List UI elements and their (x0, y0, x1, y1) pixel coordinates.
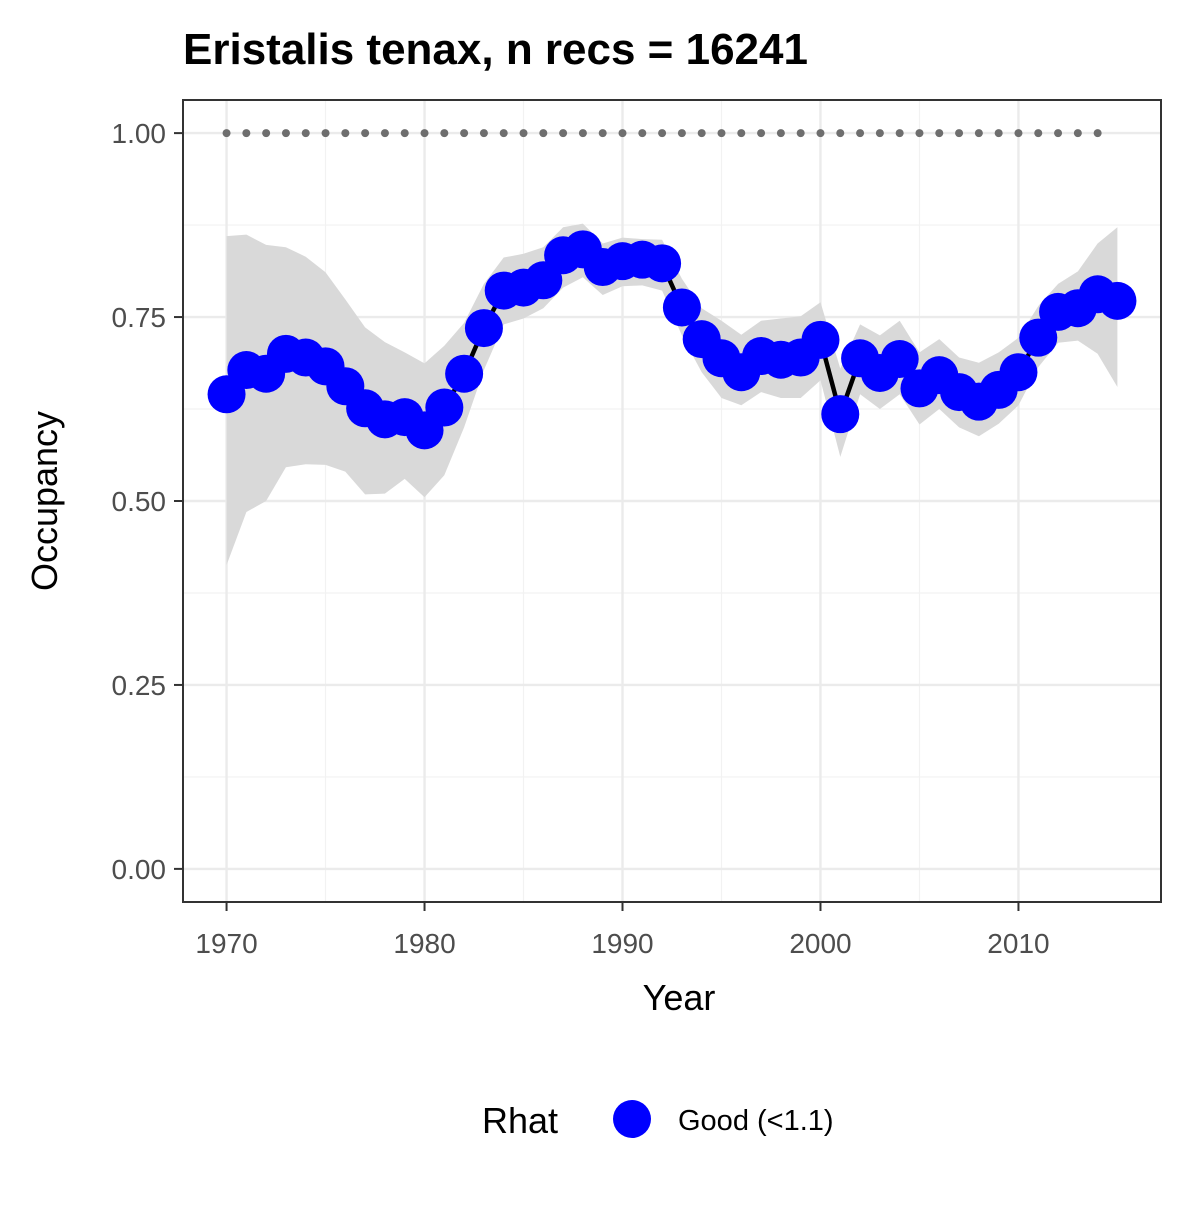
reference-line-dot (1034, 129, 1043, 138)
reference-line-dot (281, 129, 290, 138)
occupancy-point (464, 309, 503, 348)
x-tick-label: 1990 (591, 928, 653, 959)
reference-line-dot (400, 129, 409, 138)
legend-key-good-rhat (613, 1100, 651, 1138)
reference-line-dot (757, 129, 766, 138)
reference-line-dot (1014, 129, 1023, 138)
reference-line-dot (361, 129, 370, 138)
reference-line-dot (1073, 129, 1082, 138)
y-tick-label: 1.00 (112, 118, 167, 149)
y-axis-title: Occupancy (24, 411, 65, 591)
x-tick-label: 2010 (987, 928, 1049, 959)
reference-line-dot (935, 129, 944, 138)
reference-line-dot (578, 129, 587, 138)
reference-line-dot (915, 129, 924, 138)
reference-line-dot (598, 129, 607, 138)
reference-line-dot (380, 129, 389, 138)
occupancy-point (999, 353, 1038, 392)
reference-line-dot (559, 129, 568, 138)
occupancy-point (643, 244, 682, 283)
reference-line-dot (1054, 129, 1063, 138)
x-tick-label: 1980 (393, 928, 455, 959)
series-points-layer (207, 230, 1137, 450)
reference-line-dot (420, 129, 429, 138)
plot-panel (182, 99, 1162, 903)
reference-line-dot (618, 129, 627, 138)
reference-line-dot (519, 129, 528, 138)
reference-line-dot (717, 129, 726, 138)
reference-line-dot (776, 129, 785, 138)
reference-line-dot (737, 129, 746, 138)
reference-line-dot (1093, 129, 1102, 138)
reference-line-dot (539, 129, 548, 138)
reference-line-dot (460, 129, 469, 138)
reference-line-dot (341, 129, 350, 138)
occupancy-point (662, 288, 701, 327)
x-axis: 1970 1980 1990 2000 2010 (195, 902, 1050, 959)
reference-line-dot (895, 129, 904, 138)
occupancy-point (880, 339, 919, 378)
reference-line-dot (242, 129, 251, 138)
reference-line-dot (994, 129, 1003, 138)
legend-title: Rhat (482, 1100, 558, 1141)
y-tick-label: 0.25 (112, 670, 167, 701)
reference-line-dot (836, 129, 845, 138)
reference-line-dot (955, 129, 964, 138)
reference-line-dot (796, 129, 805, 138)
reference-line-dot (658, 129, 667, 138)
reference-line-dot (856, 129, 865, 138)
reference-line-dot (222, 129, 231, 138)
reference-line-dot (974, 129, 983, 138)
y-tick-label: 0.00 (112, 854, 167, 885)
chart-title: Eristalis tenax, n recs = 16241 (183, 25, 808, 74)
y-tick-label: 0.50 (112, 486, 167, 517)
occupancy-point (801, 320, 840, 359)
reference-line-dot (479, 129, 488, 138)
reference-line-dot (816, 129, 825, 138)
legend: Rhat Good (<1.1) (482, 1100, 834, 1141)
x-tick-label: 2000 (789, 928, 851, 959)
reference-line-dot (499, 129, 508, 138)
legend-label-good-rhat: Good (<1.1) (678, 1105, 834, 1137)
y-axis: 0.00 0.25 0.50 0.75 1.00 (112, 118, 183, 885)
reference-line-dot (440, 129, 449, 138)
reference-line-layer (222, 129, 1102, 138)
reference-line-dot (677, 129, 686, 138)
reference-line-dot (697, 129, 706, 138)
occupancy-point (821, 395, 860, 434)
reference-line-dot (875, 129, 884, 138)
reference-line-dot (638, 129, 647, 138)
reference-line-dot (301, 129, 310, 138)
occupancy-point (445, 354, 484, 393)
reference-line-dot (321, 129, 330, 138)
y-tick-label: 0.75 (112, 302, 167, 333)
reference-line-dot (262, 129, 271, 138)
occupancy-point (1019, 318, 1058, 357)
x-tick-label: 1970 (195, 928, 257, 959)
occupancy-point (425, 388, 464, 427)
occupancy-point (1098, 281, 1137, 320)
x-axis-title: Year (643, 977, 716, 1018)
